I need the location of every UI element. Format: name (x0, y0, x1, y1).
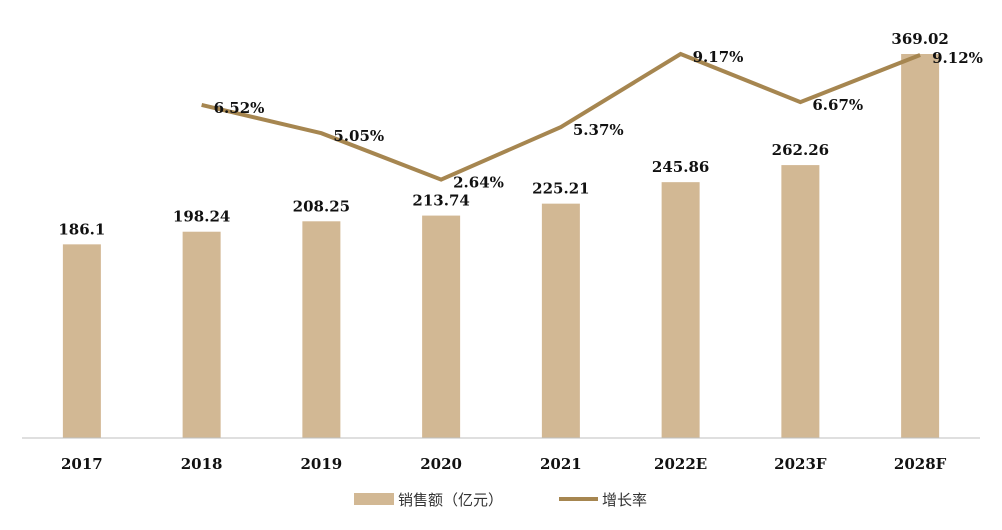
x-tick-2017: 2017 (61, 455, 103, 473)
x-tick-2023F: 2023F (774, 455, 827, 473)
bar-2023F (781, 165, 820, 438)
x-tick-2020: 2020 (420, 455, 462, 473)
growth-label-2022E: 9.17% (693, 48, 744, 66)
legend-sales-label: 销售额（亿元） (398, 491, 503, 509)
growth-line-layer (201, 51, 921, 182)
bar-2020 (422, 215, 461, 438)
bar-2028F (901, 54, 940, 438)
bar-value-label-2019: 208.25 (293, 197, 350, 215)
growth-label-2021: 5.37% (573, 121, 624, 139)
growth-label-2023F: 6.67% (812, 96, 863, 114)
bar-value-label-2017: 186.1 (58, 220, 105, 238)
x-tick-2021: 2021 (540, 455, 582, 473)
growth-label-2019: 5.05% (333, 127, 384, 145)
x-tick-2022E: 2022E (654, 455, 707, 473)
bar-value-label-2021: 225.21 (532, 180, 589, 198)
bar-2018 (182, 231, 221, 438)
x-tick-2019: 2019 (301, 455, 343, 473)
x-tick-2028F: 2028F (894, 455, 947, 473)
bars-layer (62, 54, 940, 438)
bar-value-label-2020: 213.74 (412, 192, 469, 210)
bar-value-label-2028F: 369.02 (891, 30, 948, 48)
bar-labels-layer: 186.1 198.24 208.25 213.74 225.21 245.86 262.2… (58, 30, 948, 238)
bar-value-label-2022E: 245.86 (652, 158, 709, 176)
legend-sales-swatch (354, 493, 394, 505)
growth-label-2018: 6.52% (214, 99, 265, 117)
bar-value-label-2018: 198.24 (173, 208, 230, 226)
x-tick-labels: 2017 2018 2019 2020 2021 2022E 2023F 2028F (61, 455, 947, 473)
bar-2021 (541, 203, 580, 438)
x-tick-2018: 2018 (181, 455, 223, 473)
growth-label-2028F: 9.12% (932, 49, 983, 67)
growth-label-2020: 2.64% (453, 174, 504, 192)
bar-2017 (62, 244, 101, 438)
bar-2022E (661, 182, 700, 438)
bar-2019 (302, 221, 341, 438)
legend: 销售额（亿元） 增长率 (354, 491, 647, 509)
growth-line (201, 51, 921, 182)
legend-growth-label: 增长率 (602, 491, 647, 509)
growth-labels-layer: 6.52% 5.05% 2.64% 5.37% 9.17% 6.67% 9.12% (214, 48, 983, 192)
bar-value-label-2023F: 262.26 (772, 141, 829, 159)
